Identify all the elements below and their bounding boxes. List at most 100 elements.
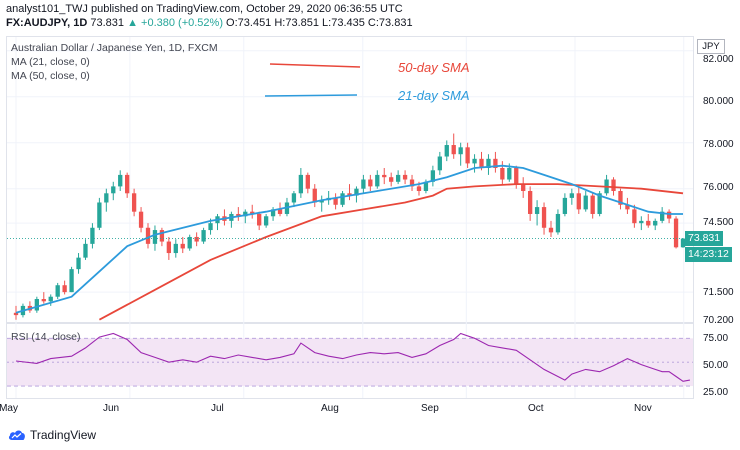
price-tick: 76.000 — [703, 182, 734, 193]
candle-body — [395, 174, 401, 182]
candle-body — [104, 193, 109, 203]
price-change: +0.380 (+0.52%) — [141, 17, 223, 29]
last-price-badge: 73.831 — [685, 231, 724, 246]
candle-body — [166, 241, 172, 254]
rsi-tick: 50.00 — [703, 360, 729, 371]
price-tick: 74.500 — [703, 217, 734, 228]
candle-body — [423, 181, 429, 191]
candle-body — [576, 193, 581, 210]
candle-body — [514, 168, 519, 185]
candle-body — [632, 209, 637, 224]
candle-body — [555, 213, 561, 233]
candle-body — [187, 236, 192, 249]
candle-body — [291, 193, 297, 203]
sma21-annotation: 21-day SMA — [398, 88, 470, 103]
candle-body — [312, 188, 317, 203]
currency-label[interactable]: JPY — [697, 39, 725, 54]
time-tick: Jul — [211, 403, 224, 414]
candle-body — [562, 197, 568, 214]
price-pane[interactable] — [6, 36, 694, 323]
candle-body — [618, 190, 623, 205]
candle-body — [569, 193, 574, 198]
candle-body — [389, 177, 394, 182]
candle-body — [666, 211, 672, 219]
candle-body — [250, 211, 255, 214]
symbol-name[interactable]: FX:AUDJPY, 1D — [6, 17, 88, 29]
candle-body — [590, 195, 595, 214]
candle-body — [62, 285, 67, 293]
candle-body — [138, 211, 144, 228]
chart-title-legend: Australian Dollar / Japanese Yen, 1D, FX… — [11, 42, 218, 54]
candle-body — [402, 174, 408, 180]
candle-body — [173, 243, 178, 254]
candle-body — [361, 179, 366, 189]
price-tick: 82.000 — [703, 54, 734, 65]
sma21-line — [15, 164, 683, 314]
candle-body — [646, 220, 651, 226]
candle-body — [597, 193, 602, 214]
candle-body — [465, 147, 470, 164]
change-up-icon: ▲ — [127, 17, 138, 29]
candle-body — [131, 193, 137, 212]
candle-body — [83, 243, 88, 258]
candle-body — [263, 216, 269, 226]
last-price: 73.831 — [90, 17, 125, 29]
candle-body — [180, 243, 185, 249]
candle-body — [444, 145, 449, 157]
rsi-tick: 25.00 — [703, 387, 729, 398]
price-tick: 70.200 — [703, 315, 734, 323]
price-tick: 80.000 — [703, 96, 734, 107]
time-tick: Nov — [634, 403, 652, 414]
candle-body — [548, 227, 554, 233]
rsi-pane[interactable] — [6, 323, 694, 399]
candle-body — [34, 299, 39, 311]
candle-body — [430, 170, 436, 182]
time-tick: Jun — [103, 403, 120, 414]
candle-body — [111, 186, 116, 194]
candle-body — [382, 174, 387, 178]
time-tick: Aug — [321, 403, 339, 414]
candle-body — [257, 213, 262, 226]
sma21-annotation-line — [264, 94, 358, 97]
tradingview-logo[interactable]: TradingView — [8, 428, 96, 442]
candle-body — [69, 269, 74, 293]
candle-body — [48, 296, 53, 302]
candle-body — [625, 204, 630, 210]
countdown-badge: 14:23:12 — [685, 247, 732, 262]
publish-info: analyst101_TWJ published on TradingView.… — [6, 3, 403, 15]
candle-body — [653, 220, 658, 226]
time-tick: Oct — [528, 403, 544, 414]
rsi-tick: 75.00 — [703, 333, 729, 344]
candle-body — [500, 168, 505, 180]
ma21-legend[interactable]: MA (21, close, 0) — [11, 56, 90, 68]
candle-body — [527, 190, 533, 214]
candle-body — [319, 200, 324, 203]
candle-body — [236, 213, 241, 217]
candle-body — [354, 188, 359, 196]
ma50-legend[interactable]: MA (50, close, 0) — [11, 70, 90, 82]
candle-body — [118, 174, 123, 187]
candle-body — [208, 223, 213, 231]
sma50-annotation: 50-day SMA — [398, 60, 470, 75]
candle-body — [340, 193, 345, 205]
candle-body — [680, 238, 686, 248]
candle-body — [639, 220, 644, 224]
candle-body — [673, 218, 679, 248]
candle-body — [159, 230, 165, 242]
candle-body — [486, 158, 491, 169]
candle-body — [541, 207, 547, 228]
candle-body — [90, 227, 95, 244]
candle-body — [611, 179, 616, 191]
candle-body — [347, 193, 352, 196]
rsi-band — [7, 338, 693, 387]
candle-body — [277, 209, 283, 214]
time-tick: May — [0, 403, 18, 414]
time-tick: Sep — [421, 403, 439, 414]
candle-body — [97, 202, 102, 228]
rsi-legend[interactable]: RSI (14, close) — [11, 331, 81, 343]
candle-body — [41, 299, 46, 302]
candle-body — [493, 158, 498, 169]
candle-body — [13, 312, 19, 316]
candle-body — [243, 211, 248, 217]
